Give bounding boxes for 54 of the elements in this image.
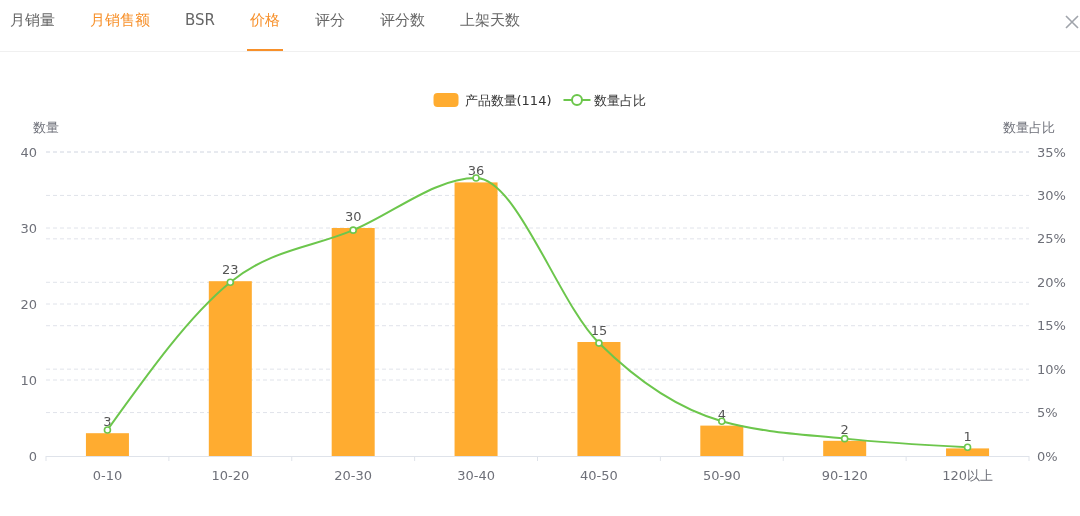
data-label: 23 [222,262,239,278]
tab: 评分 [315,10,345,51]
bar [331,228,375,456]
point [840,434,849,443]
x-tick-label: 10-20 [211,467,250,483]
point [103,426,112,434]
bar [85,433,129,456]
x-tick-label: 0-10 [92,467,123,483]
point [595,339,603,347]
x-tick-label: 40-50 [580,467,618,483]
tab: 评分数 [380,10,425,51]
y2-tick-label: 15% [1037,318,1066,334]
point [226,278,235,287]
data-label: 4 [717,406,726,422]
data-label: 30 [344,209,362,224]
legend-label: 数量占比 [594,92,647,108]
tab: BSR [185,10,215,51]
y2-axis-title: 数量占比 [1003,120,1055,135]
data-label: 3 [103,414,112,430]
bar [577,342,621,456]
tab: 上架天数 [460,10,520,51]
x-tick-label: 90-120 [821,467,868,483]
y2-tick-label: 35% [1037,144,1066,160]
tab: 月销售额 [90,10,150,51]
point [349,226,357,234]
y-axis-title: 数量 [33,120,59,135]
bar [946,448,990,456]
data-label: 2 [840,421,849,437]
y-tick-label: 0 [28,448,37,464]
tab-active: 价格 [250,10,280,51]
data-label: 36 [467,163,485,179]
bar [208,281,252,456]
y2-tick-label: 30% [1037,187,1066,203]
data-label: 15 [590,323,608,338]
y2-tick-label: 20% [1037,274,1066,290]
bar [823,440,867,456]
y-tick-label: 10 [20,372,37,388]
x-tick-label: 20-30 [334,467,373,483]
x-tick-label: 50-90 [702,467,741,483]
bar [454,182,498,456]
y-tick-label: 30 [20,220,37,236]
legend-label: 产品数量(114) [464,92,552,108]
y2-tick-label: 10% [1037,361,1066,377]
y-tick-label: 40 [20,144,37,160]
data-label: 1 [963,429,972,445]
x-tick-label: 30-40 [457,467,495,483]
bar [700,425,744,456]
y2-tick-label: 25% [1037,231,1066,247]
y-tick-label: 20 [20,296,37,312]
y2-tick-label: 5% [1037,405,1058,421]
x-tick-label: 120以上 [942,467,993,483]
point [963,443,972,452]
y2-tick-label: 0% [1037,448,1058,464]
tab: 月销量 [10,10,55,51]
